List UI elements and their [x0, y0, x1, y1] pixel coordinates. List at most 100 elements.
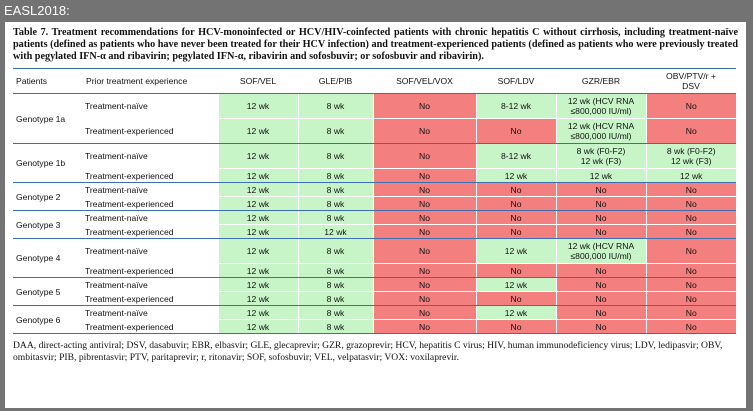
patient-group: Genotype 5: [13, 277, 83, 306]
recommendation-cell: 8 wk: [297, 277, 373, 292]
recommendation-cell: No: [645, 277, 736, 292]
recommendation-cell: 12 wk: [217, 263, 298, 278]
recommendation-cell: 12 wk: [217, 168, 298, 183]
recommendation-cell: No: [645, 263, 736, 278]
recommendation-cell: No: [372, 319, 476, 334]
recommendation-cell: No: [475, 118, 556, 144]
recommendation-cell: 8-12 wk: [475, 93, 556, 119]
prior-experience: Treatment-naïve: [83, 305, 218, 320]
recommendation-table: Patients Prior treatment experience SOF/VE…: [13, 68, 736, 334]
recommendation-cell: 8 wk (F0-F2) 12 wk (F3): [555, 143, 646, 169]
recommendation-cell: No: [555, 182, 646, 197]
recommendation-cell: 12 wk: [217, 118, 298, 144]
prior-experience: Treatment-experienced: [83, 168, 218, 183]
recommendation-cell: No: [372, 238, 476, 264]
patient-group: Genotype 4: [13, 238, 83, 278]
recommendation-cell: 12 wk (HCV RNA ≤800,000 IU/ml): [555, 118, 646, 144]
recommendation-cell: No: [372, 118, 476, 144]
recommendation-cell: No: [372, 182, 476, 197]
recommendation-cell: No: [645, 238, 736, 264]
patient-group: Genotype 1a: [13, 93, 83, 144]
recommendation-cell: No: [475, 263, 556, 278]
recommendation-cell: 8 wk: [297, 168, 373, 183]
recommendation-cell: 8 wk: [297, 319, 373, 334]
recommendation-cell: No: [475, 182, 556, 197]
prior-experience: Treatment-experienced: [83, 263, 218, 278]
recommendation-cell: No: [645, 224, 736, 239]
recommendation-cell: 12 wk: [217, 291, 298, 306]
table-row: Genotype 3 Treatment-naïve 12 wk 8 wk No No No…: [13, 210, 736, 239]
recommendation-cell: 12 wk: [645, 168, 736, 183]
recommendation-cell: No: [475, 224, 556, 239]
column-header: GZR/EBR: [556, 68, 646, 94]
column-header: SOF/LDV: [476, 68, 556, 94]
recommendation-cell: No: [555, 291, 646, 306]
table-row: Treatment-experienced 12 wk 8 wk No No 12 wk …: [13, 118, 736, 144]
table-row: Genotype 5 Treatment-naïve 12 wk 8 wk No 12 w…: [13, 277, 736, 306]
recommendation-cell: No: [372, 263, 476, 278]
recommendation-cell: 12 wk: [217, 238, 298, 264]
column-header: GLE/PIB: [298, 68, 373, 94]
prior-experience: Treatment-naïve: [83, 277, 218, 292]
table-body: Genotype 1a Treatment-naïve 12 wk 8 wk No 8-1…: [13, 93, 736, 334]
recommendation-cell: No: [555, 196, 646, 211]
recommendation-cell: 12 wk (HCV RNA ≤800,000 IU/ml): [555, 238, 646, 264]
recommendation-cell: 12 wk: [217, 319, 298, 334]
column-header: SOF/VEL/VOX: [373, 68, 476, 94]
recommendation-cell: 12 wk: [217, 182, 298, 197]
table-row: Treatment-experienced 12 wk 8 wk No No No No: [13, 196, 736, 211]
recommendation-cell: No: [372, 196, 476, 211]
footnote: DAA, direct-acting antiviral; DSV, dasab…: [13, 340, 723, 363]
recommendation-cell: No: [555, 263, 646, 278]
prior-experience: Treatment-experienced: [83, 118, 218, 144]
recommendation-cell: 12 wk: [475, 168, 556, 183]
recommendation-cell: No: [555, 210, 646, 225]
recommendation-cell: No: [372, 224, 476, 239]
recommendation-cell: No: [372, 210, 476, 225]
table-row: Genotype 1a Treatment-naïve 12 wk 8 wk No 8-1…: [13, 93, 736, 144]
recommendation-cell: 8 wk: [297, 305, 373, 320]
table-row: Genotype 6 Treatment-naïve 12 wk 8 wk No 12 w…: [13, 305, 736, 334]
recommendation-cell: No: [372, 168, 476, 183]
patient-group: Genotype 6: [13, 305, 83, 334]
recommendation-cell: No: [372, 305, 476, 320]
patient-group: Genotype 3: [13, 210, 83, 239]
recommendation-cell: 12 wk (HCV RNA ≤800,000 IU/ml): [555, 93, 646, 119]
table-row: Genotype 1b Treatment-naïve 12 wk 8 wk No 8-1…: [13, 143, 736, 183]
recommendation-cell: No: [645, 210, 736, 225]
prior-experience: Treatment-experienced: [83, 224, 218, 239]
recommendation-cell: 12 wk: [555, 168, 646, 183]
recommendation-cell: 12 wk: [475, 238, 556, 264]
table-row: Treatment-experienced 12 wk 12 wk No No No No: [13, 224, 736, 239]
recommendation-cell: 12 wk: [217, 93, 298, 119]
prior-experience: Treatment-naïve: [83, 238, 218, 264]
table-row: Treatment-experienced 12 wk 8 wk No No No No: [13, 291, 736, 306]
recommendation-cell: 12 wk: [217, 143, 298, 169]
recommendation-cell: No: [645, 319, 736, 334]
recommendation-cell: 8 wk: [297, 93, 373, 119]
prior-experience: Treatment-experienced: [83, 319, 218, 334]
patient-group: Genotype 2: [13, 182, 83, 211]
recommendation-cell: 8 wk (F0-F2) 12 wk (F3): [645, 143, 736, 169]
header-row: Patients Prior treatment experience SOF/VE…: [13, 68, 736, 94]
recommendation-cell: No: [372, 93, 476, 119]
recommendation-cell: No: [645, 196, 736, 211]
recommendation-cell: No: [645, 305, 736, 320]
recommendation-cell: 8-12 wk: [475, 143, 556, 169]
recommendation-cell: No: [372, 277, 476, 292]
recommendation-cell: 8 wk: [297, 143, 373, 169]
column-header: Patients: [13, 68, 83, 94]
column-header: Prior treatment experience: [83, 68, 218, 94]
table-row: Treatment-experienced 12 wk 8 wk No No No No: [13, 263, 736, 278]
recommendation-cell: 8 wk: [297, 210, 373, 225]
recommendation-cell: 8 wk: [297, 182, 373, 197]
recommendation-cell: 12 wk: [217, 196, 298, 211]
recommendation-cell: 12 wk: [297, 224, 373, 239]
prior-experience: Treatment-naïve: [83, 210, 218, 225]
recommendation-cell: No: [645, 118, 736, 144]
prior-experience: Treatment-naïve: [83, 182, 218, 197]
patient-group: Genotype 1b: [13, 143, 83, 183]
recommendation-cell: No: [645, 291, 736, 306]
recommendation-cell: 12 wk: [217, 224, 298, 239]
recommendation-cell: No: [555, 319, 646, 334]
